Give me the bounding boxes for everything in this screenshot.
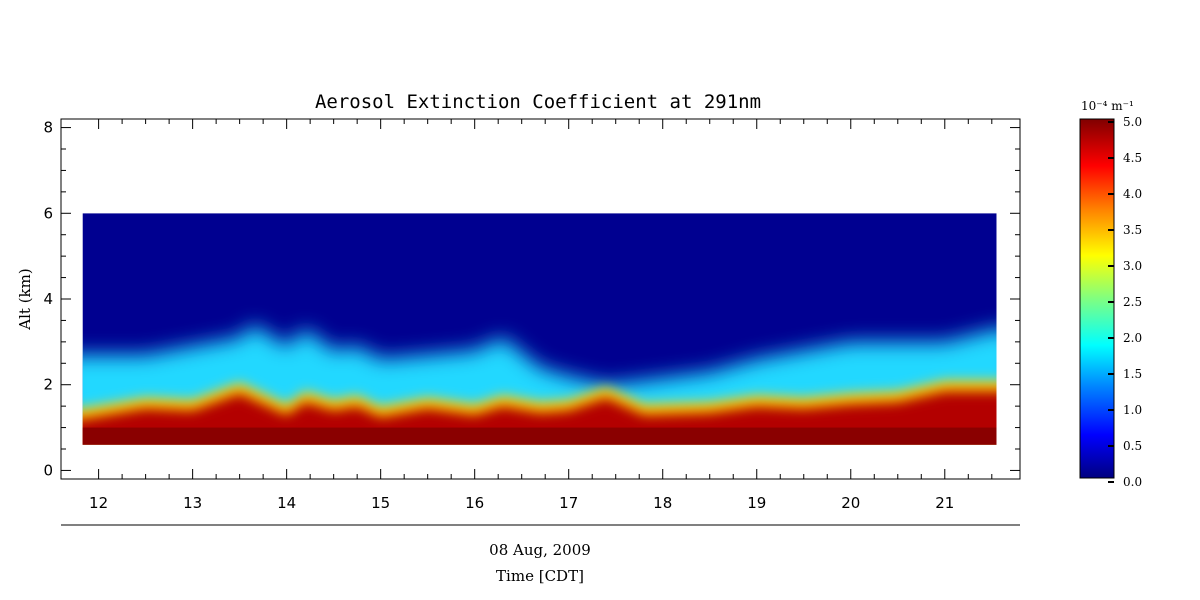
x-tick-label: 19 [747,494,766,512]
colorbar-tick-label: 4.5 [1123,151,1142,165]
colorbar-tick-label: 3.0 [1123,259,1142,273]
colorbar-tick-label: 4.0 [1123,187,1142,201]
x-tick-label: 18 [653,494,672,512]
colorbar-tick-label: 0.0 [1123,475,1142,489]
x-tick-label: 13 [183,494,202,512]
y-tick-label: 2 [43,376,53,394]
x-axis-label: Time [CDT] [496,567,584,585]
colorbar: 10⁻⁴ m⁻¹ 0.0 0.5 1.0 1.5 2.0 2.5 3.0 3.5 4.0 4.5 5… [1079,99,1142,489]
heatmap-surface-band [82,427,997,445]
y-axis-label: Alt (km) [16,268,34,330]
colorbar-tick-label: 2.5 [1123,295,1142,309]
x-tick-label: 21 [935,494,954,512]
x-tick-label: 15 [371,494,390,512]
colorbar-unit-label: 10⁻⁴ m⁻¹ [1081,99,1134,113]
y-axis: 0 2 4 6 8 [43,119,1020,479]
x-tick-label: 17 [559,494,578,512]
colorbar-tick-label: 1.0 [1123,403,1142,417]
y-tick-label: 4 [43,290,53,308]
heatmap [82,213,997,445]
chart-title: Aerosol Extinction Coefficient at 291nm [315,91,761,113]
date-label: 08 Aug, 2009 [489,541,591,559]
colorbar-tick-label: 0.5 [1123,439,1142,453]
x-tick-label: 14 [277,494,296,512]
y-tick-label: 0 [43,461,53,479]
colorbar-ticks: 0.0 0.5 1.0 1.5 2.0 2.5 3.0 3.5 4.0 4.5 5.0 [1108,115,1142,489]
x-tick-label: 12 [89,494,108,512]
colorbar-tick-label: 3.5 [1123,223,1142,237]
colorbar-tick-label: 2.0 [1123,331,1142,345]
x-tick-label: 20 [841,494,860,512]
colorbar-tick-label: 1.5 [1123,367,1142,381]
x-tick-label: 16 [465,494,484,512]
y-tick-label: 6 [43,204,53,222]
y-tick-label: 8 [43,119,53,137]
colorbar-scale [1079,118,1115,479]
x-axis: 12 13 14 15 16 17 18 19 20 21 [89,119,993,512]
colorbar-tick-label: 5.0 [1123,115,1142,129]
